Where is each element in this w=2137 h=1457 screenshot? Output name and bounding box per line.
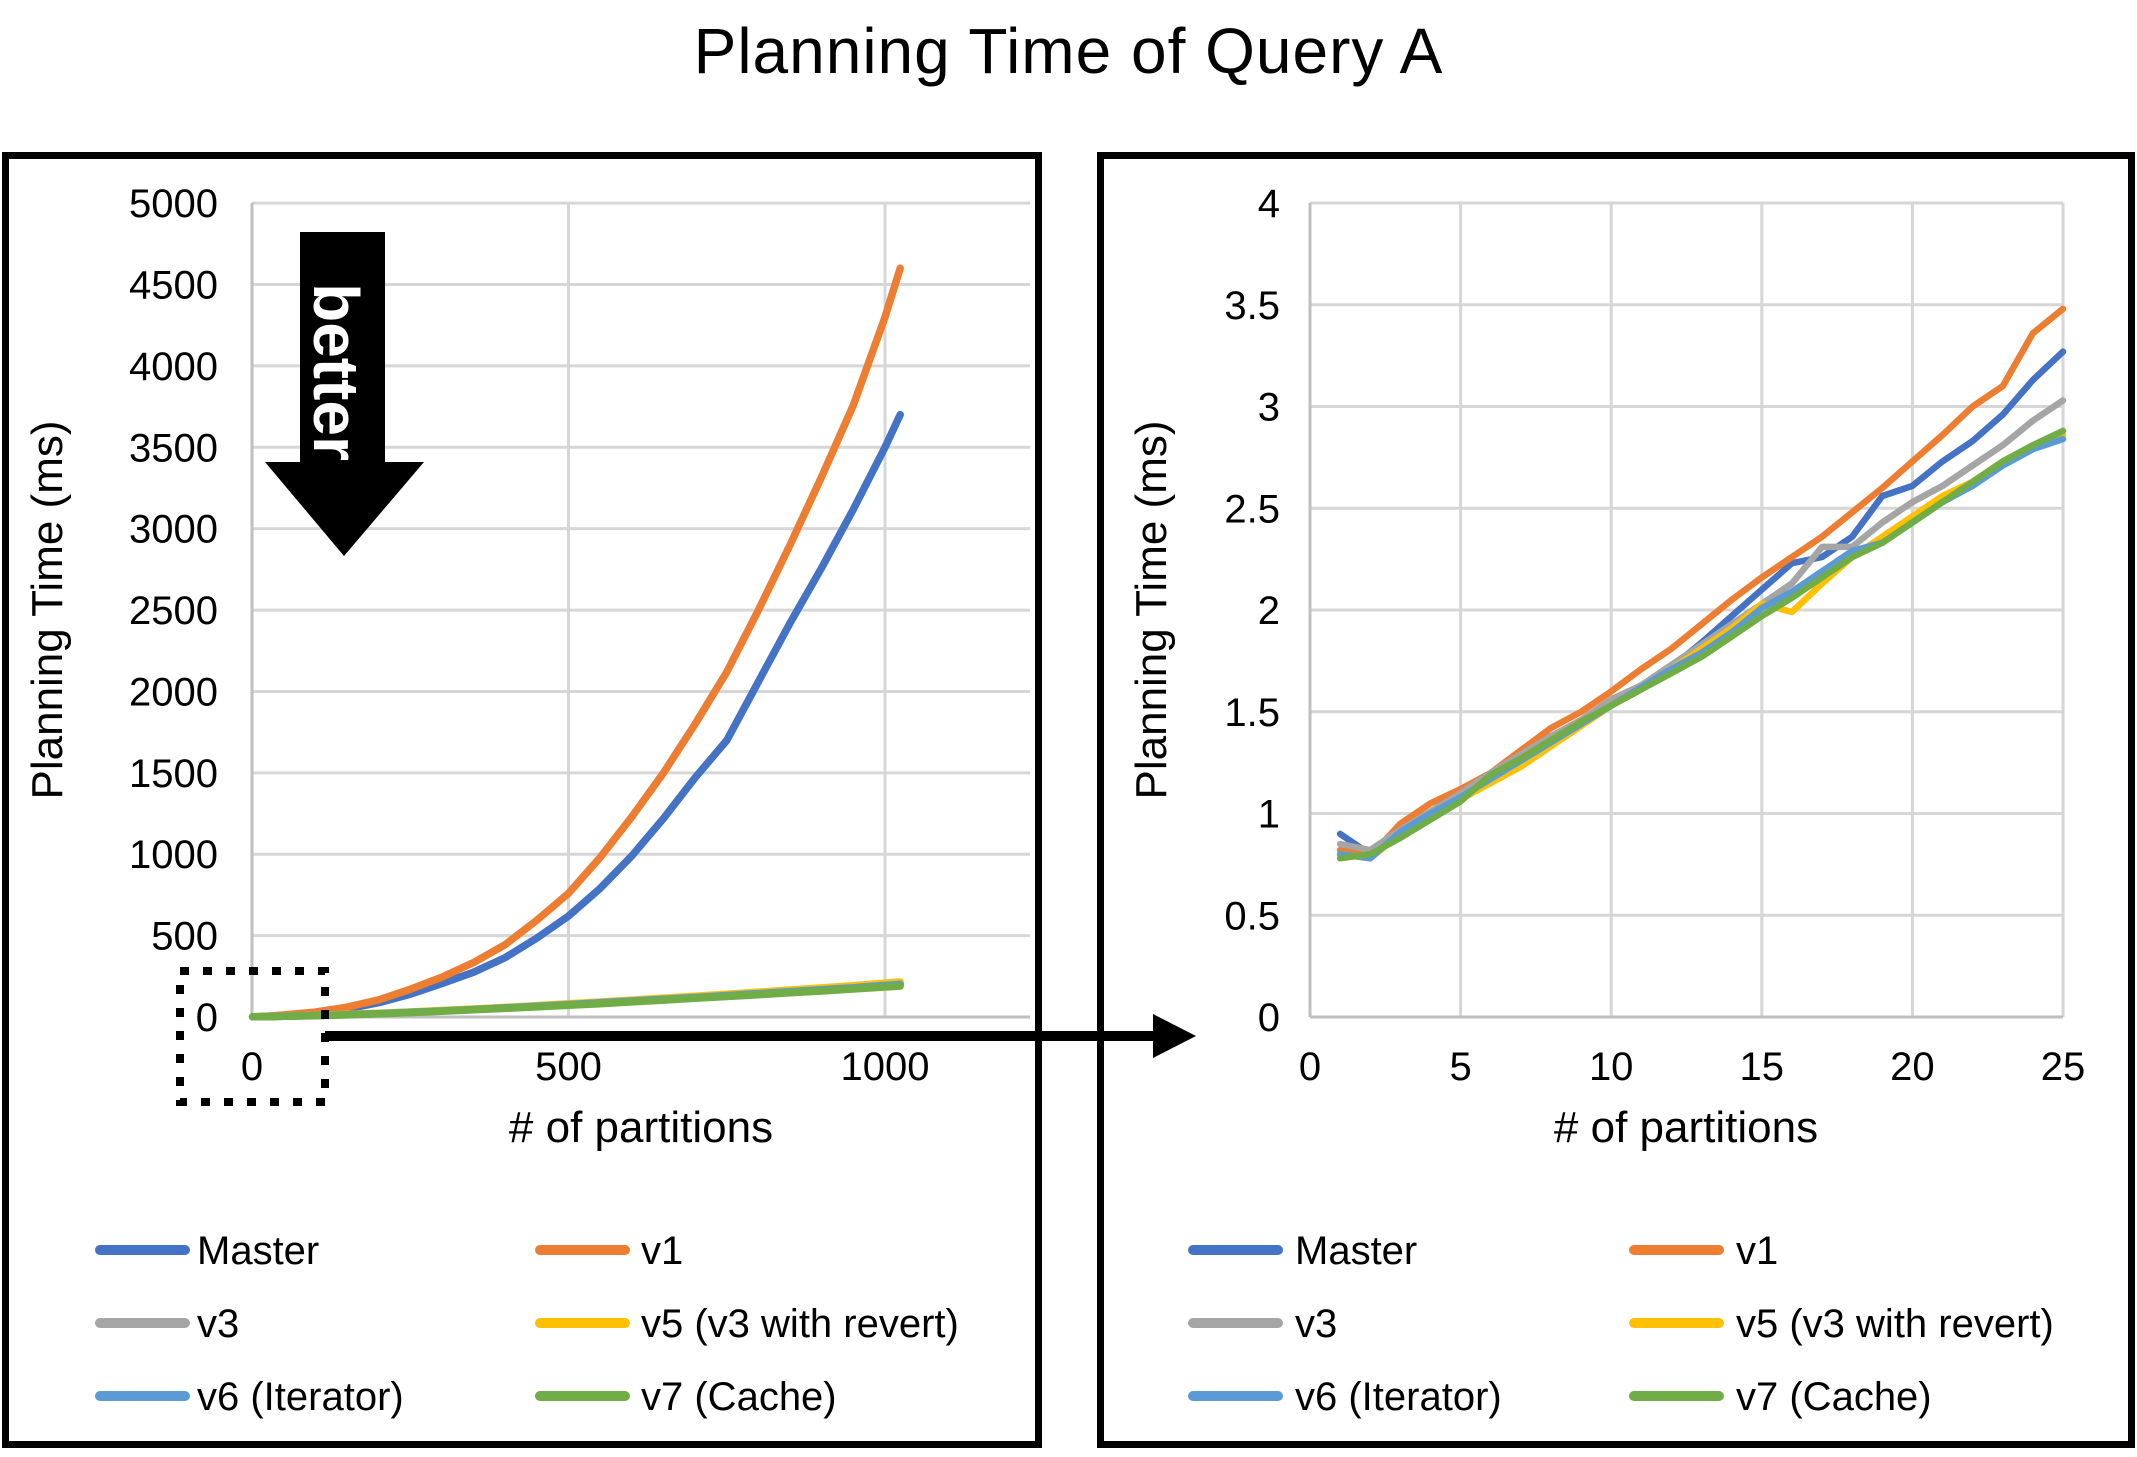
legend-item: v3 <box>95 1302 239 1346</box>
right-gridlines <box>1308 201 2065 1019</box>
y-tick-label: 3 <box>1258 386 1280 430</box>
y-tick-label: 4500 <box>129 264 218 308</box>
legend-swatch-master <box>1188 1245 1283 1255</box>
legend-item: Master <box>95 1229 319 1273</box>
legend-item: v1 <box>1629 1229 1778 1273</box>
legend-label: v6 (Iterator) <box>1295 1375 1502 1419</box>
better-arrow: better <box>265 232 424 556</box>
legend-label: v3 <box>197 1302 239 1346</box>
legend-label: v3 <box>1295 1302 1337 1346</box>
x-tick-label: 500 <box>535 1045 602 1089</box>
x-tick-label: 5 <box>1449 1045 1471 1089</box>
legend-item: v1 <box>535 1229 683 1273</box>
legend-item: v5 (v3 with revert) <box>535 1302 959 1346</box>
right-tick-labels: 0 0.5 1 1.5 2 2.5 3 3.5 4 0 5 10 15 20 25 <box>1224 182 2085 1089</box>
series-line-v1 <box>1336 305 2067 860</box>
y-tick-label: 1000 <box>129 833 218 877</box>
legend-label: Master <box>197 1229 319 1273</box>
legend-swatch-v7 <box>535 1391 630 1401</box>
x-tick-label: 0 <box>1299 1045 1321 1089</box>
legend-label: v5 (v3 with revert) <box>641 1302 959 1346</box>
y-tick-label: 2000 <box>129 670 218 714</box>
y-tick-label: 2.5 <box>1224 487 1280 531</box>
y-tick-label: 3500 <box>129 426 218 470</box>
y-tick-label: 500 <box>151 915 218 959</box>
legend-label: v5 (v3 with revert) <box>1736 1302 2054 1346</box>
y-tick-label: 3.5 <box>1224 284 1280 328</box>
legend-item: v5 (v3 with revert) <box>1629 1302 2054 1346</box>
legend-label: v1 <box>641 1229 683 1273</box>
legend-item: v7 (Cache) <box>1629 1375 1932 1419</box>
x-tick-label: 20 <box>1890 1045 1935 1089</box>
legend-item: Master <box>1188 1229 1417 1273</box>
right-chart-panel <box>1097 152 2135 1448</box>
legend-label: v7 (Cache) <box>641 1375 837 1419</box>
series-line-v1 <box>248 264 904 1021</box>
y-tick-label: 0.5 <box>1224 894 1280 938</box>
legend-swatch-v1 <box>535 1245 630 1255</box>
legend-item: v6 (Iterator) <box>95 1375 404 1419</box>
legend-swatch-v1 <box>1629 1245 1724 1255</box>
right-chart: 0 0.5 1 1.5 2 2.5 3 3.5 4 0 5 10 15 20 25 # of partitio… <box>1127 182 2085 1152</box>
left-x-axis-title: # of partitions <box>509 1103 773 1152</box>
better-arrow-label: better <box>300 283 372 461</box>
series-line-v7 <box>1336 427 2067 862</box>
legend-swatch-v7 <box>1629 1391 1724 1401</box>
legend-swatch-v5 <box>535 1318 630 1328</box>
chart-title: Planning Time of Query A <box>693 15 1444 87</box>
y-tick-label: 0 <box>1258 996 1280 1040</box>
y-tick-label: 4 <box>1258 182 1280 226</box>
better-arrow-shape <box>265 232 424 556</box>
series-line-v3 <box>1336 397 2067 854</box>
x-tick-label: 0 <box>241 1045 263 1089</box>
legend-swatch-v5 <box>1629 1318 1724 1328</box>
legend-swatch-v3 <box>1188 1318 1283 1328</box>
x-tick-label: 15 <box>1740 1045 1785 1089</box>
legend-label: v6 (Iterator) <box>197 1375 404 1419</box>
legend-item: v6 (Iterator) <box>1188 1375 1502 1419</box>
y-tick-label: 2500 <box>129 589 218 633</box>
y-tick-label: 4000 <box>129 345 218 389</box>
y-tick-label: 3000 <box>129 508 218 552</box>
right-legend: Master v1 v3 v5 (v3 with revert) v6 (Iterato… <box>1188 1229 2054 1419</box>
legend-swatch-v3 <box>95 1318 190 1328</box>
y-tick-label: 1500 <box>129 752 218 796</box>
legend-item: v7 (Cache) <box>535 1375 837 1419</box>
legend-item: v3 <box>1188 1302 1337 1346</box>
left-chart: 0500100015002000250030003500400045005000… <box>23 182 1030 1152</box>
right-y-axis-title: Planning Time (ms) <box>1127 420 1176 799</box>
x-tick-label: 1000 <box>841 1045 930 1089</box>
legend-swatch-v6 <box>1188 1391 1283 1401</box>
y-tick-label: 2 <box>1258 589 1280 633</box>
left-legend: Master v1 v3 v5 (v3 with revert) v6 (Iterato… <box>95 1229 959 1419</box>
series-line-v7 <box>248 982 904 1021</box>
legend-swatch-master <box>95 1245 190 1255</box>
y-tick-label: 1 <box>1258 793 1280 837</box>
left-tick-labels: 0500100015002000250030003500400045005000… <box>129 182 929 1089</box>
y-tick-label: 1.5 <box>1224 691 1280 735</box>
left-y-axis-title: Planning Time (ms) <box>23 420 72 799</box>
zoom-connector-arrowhead <box>1153 1014 1196 1058</box>
right-x-axis-title: # of partitions <box>1554 1103 1818 1152</box>
legend-label: v1 <box>1736 1229 1778 1273</box>
legend-label: v7 (Cache) <box>1736 1375 1932 1419</box>
zoom-connector-arrow <box>325 1014 1196 1058</box>
y-tick-label: 5000 <box>129 182 218 226</box>
legend-swatch-v6 <box>95 1391 190 1401</box>
legend-label: Master <box>1295 1229 1417 1273</box>
x-tick-label: 25 <box>2041 1045 2086 1089</box>
x-tick-label: 10 <box>1589 1045 1634 1089</box>
y-tick-label: 0 <box>196 996 218 1040</box>
